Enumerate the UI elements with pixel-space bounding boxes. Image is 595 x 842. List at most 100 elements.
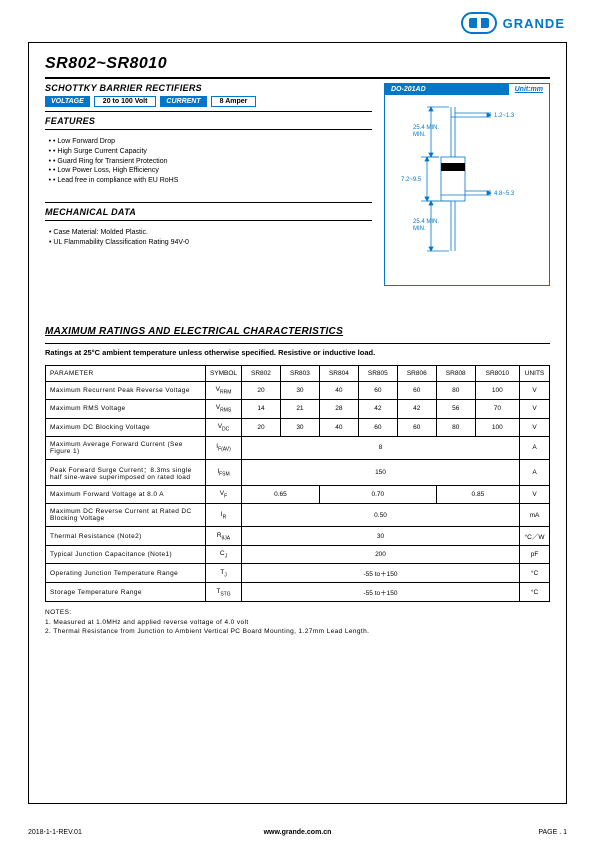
table-row: Peak Forward Surge Current：8.3ms single … [46,459,550,485]
cell-param: Peak Forward Surge Current：8.3ms single … [46,459,206,485]
cell-symbol: TSTG [206,583,242,602]
cell-value: 150 [242,459,520,485]
table-row: Maximum DC Reverse Current at Rated DC B… [46,504,550,527]
col-symbol: SYMBOL [206,366,242,382]
feature-item: High Surge Current Capacity [53,147,372,157]
cell-symbol: VRMS [206,400,242,418]
footer-url: www.grande.com.cn [264,829,332,836]
page-header: GRANDE [0,0,595,42]
cell-symbol: VRRM [206,382,242,400]
cell-value: 8 [242,436,520,459]
cell-value: 60 [358,418,397,436]
cell-value: 70 [475,400,519,418]
package-outline: DO-201AD Unit:mm [384,83,550,286]
table-row: Storage Temperature Range TSTG-55 to＋150… [46,583,550,602]
voltage-label: VOLTAGE [45,96,90,107]
cell-symbol: VF [206,485,242,503]
table-row: Operating Junction Temperature Range TJ-… [46,564,550,583]
cell-param: Storage Temperature Range [46,583,206,602]
cell-value: 0.85 [436,485,519,503]
svg-text:MIN.: MIN. [413,226,426,232]
col-part: SR806 [397,366,436,382]
table-row: Maximum DC Blocking Voltage VDC203040606… [46,418,550,436]
page-footer: 2018-1-1-REV.01 www.grande.com.cn PAGE .… [28,829,567,836]
cell-unit: °C／W [520,527,550,546]
cell-value: 0.65 [242,485,320,503]
subtitle: SCHOTTKY BARRIER RECTIFIERS [45,83,372,93]
content-frame: SR802~SR8010 SCHOTTKY BARRIER RECTIFIERS… [28,42,567,804]
title-rule [45,77,550,79]
cell-param: Thermal Resistance (Note2) [46,527,206,546]
package-name: DO-201AD [385,84,509,95]
divider [45,343,550,344]
cell-value: 14 [242,400,281,418]
col-part: SR802 [242,366,281,382]
part-number-title: SR802~SR8010 [45,55,550,77]
cell-value: 42 [358,400,397,418]
cell-value: 30 [280,382,319,400]
divider [45,220,372,221]
mechanical-item: Case Material: Molded Plastic. [49,228,372,238]
cell-unit: V [520,418,550,436]
mechanical-heading: MECHANICAL DATA [45,207,372,217]
col-part: SR805 [358,366,397,382]
cell-value: 20 [242,418,281,436]
cell-value: 40 [319,382,358,400]
cell-param: Maximum DC Reverse Current at Rated DC B… [46,504,206,527]
package-header: DO-201AD Unit:mm [385,84,549,95]
cell-unit: V [520,400,550,418]
features-heading: FEATURES [45,116,372,126]
ratings-subtitle: Ratings at 25°C ambient temperature unle… [45,348,550,357]
left-column: SCHOTTKY BARRIER RECTIFIERS VOLTAGE 20 t… [45,83,372,286]
cell-value: -55 to＋150 [242,583,520,602]
col-part: SR8010 [475,366,519,382]
cell-value: 0.50 [242,504,520,527]
cell-value: 100 [475,382,519,400]
cell-param: Maximum DC Blocking Voltage [46,418,206,436]
brand-logo: GRANDE [461,12,565,34]
note-item: 1. Measured at 1.0MHz and applied revers… [45,618,550,627]
cell-unit: A [520,436,550,459]
current-value: 8 Amper [211,96,257,107]
cell-symbol: IFSM [206,459,242,485]
mechanical-list: Case Material: Molded Plastic.UL Flammab… [45,225,372,264]
feature-item: Lead free in compliance with EU RoHS [53,176,372,186]
cell-param: Maximum RMS Voltage [46,400,206,418]
cell-value: 80 [436,418,475,436]
col-part: SR804 [319,366,358,382]
cell-value: 200 [242,546,520,564]
cell-value: 42 [397,400,436,418]
svg-text:25.4 MIN.: 25.4 MIN. [413,125,439,131]
voltage-value: 20 to 100 Volt [94,96,157,107]
cell-param: Maximum Recurrent Peak Reverse Voltage [46,382,206,400]
cell-unit: °C [520,564,550,583]
cell-value: 60 [397,382,436,400]
cell-value: 60 [358,382,397,400]
brand-logo-icon [461,12,497,34]
note-item: 2. Thermal Resistance from Junction to A… [45,627,550,636]
cell-value: 40 [319,418,358,436]
feature-item: Guard Ring for Transient Protection [53,157,372,167]
col-parameter: PARAMETER [46,366,206,382]
cell-value: 56 [436,400,475,418]
cell-value: -55 to＋150 [242,564,520,583]
col-part: SR803 [280,366,319,382]
col-part: SR808 [436,366,475,382]
mechanical-item: UL Flammability Classification Rating 94… [49,238,372,248]
notes-block: NOTES: 1. Measured at 1.0MHz and applied… [45,608,550,635]
cell-value: 30 [280,418,319,436]
cell-value: 60 [397,418,436,436]
package-unit: Unit:mm [509,84,549,95]
cell-value: 80 [436,382,475,400]
notes-heading: NOTES: [45,608,550,617]
footer-revision: 2018-1-1-REV.01 [28,829,82,836]
cell-value: 0.70 [319,485,436,503]
svg-text:7.2~9.5: 7.2~9.5 [401,177,422,183]
feature-item: Low Power Loss, High Efficiency [53,166,372,176]
table-row: Maximum Average Forward Current (See Fig… [46,436,550,459]
ratings-table: PARAMETER SYMBOLSR802SR803SR804SR805SR80… [45,365,550,602]
cell-value: 20 [242,382,281,400]
cell-unit: mA [520,504,550,527]
cell-param: Operating Junction Temperature Range [46,564,206,583]
cell-value: 21 [280,400,319,418]
